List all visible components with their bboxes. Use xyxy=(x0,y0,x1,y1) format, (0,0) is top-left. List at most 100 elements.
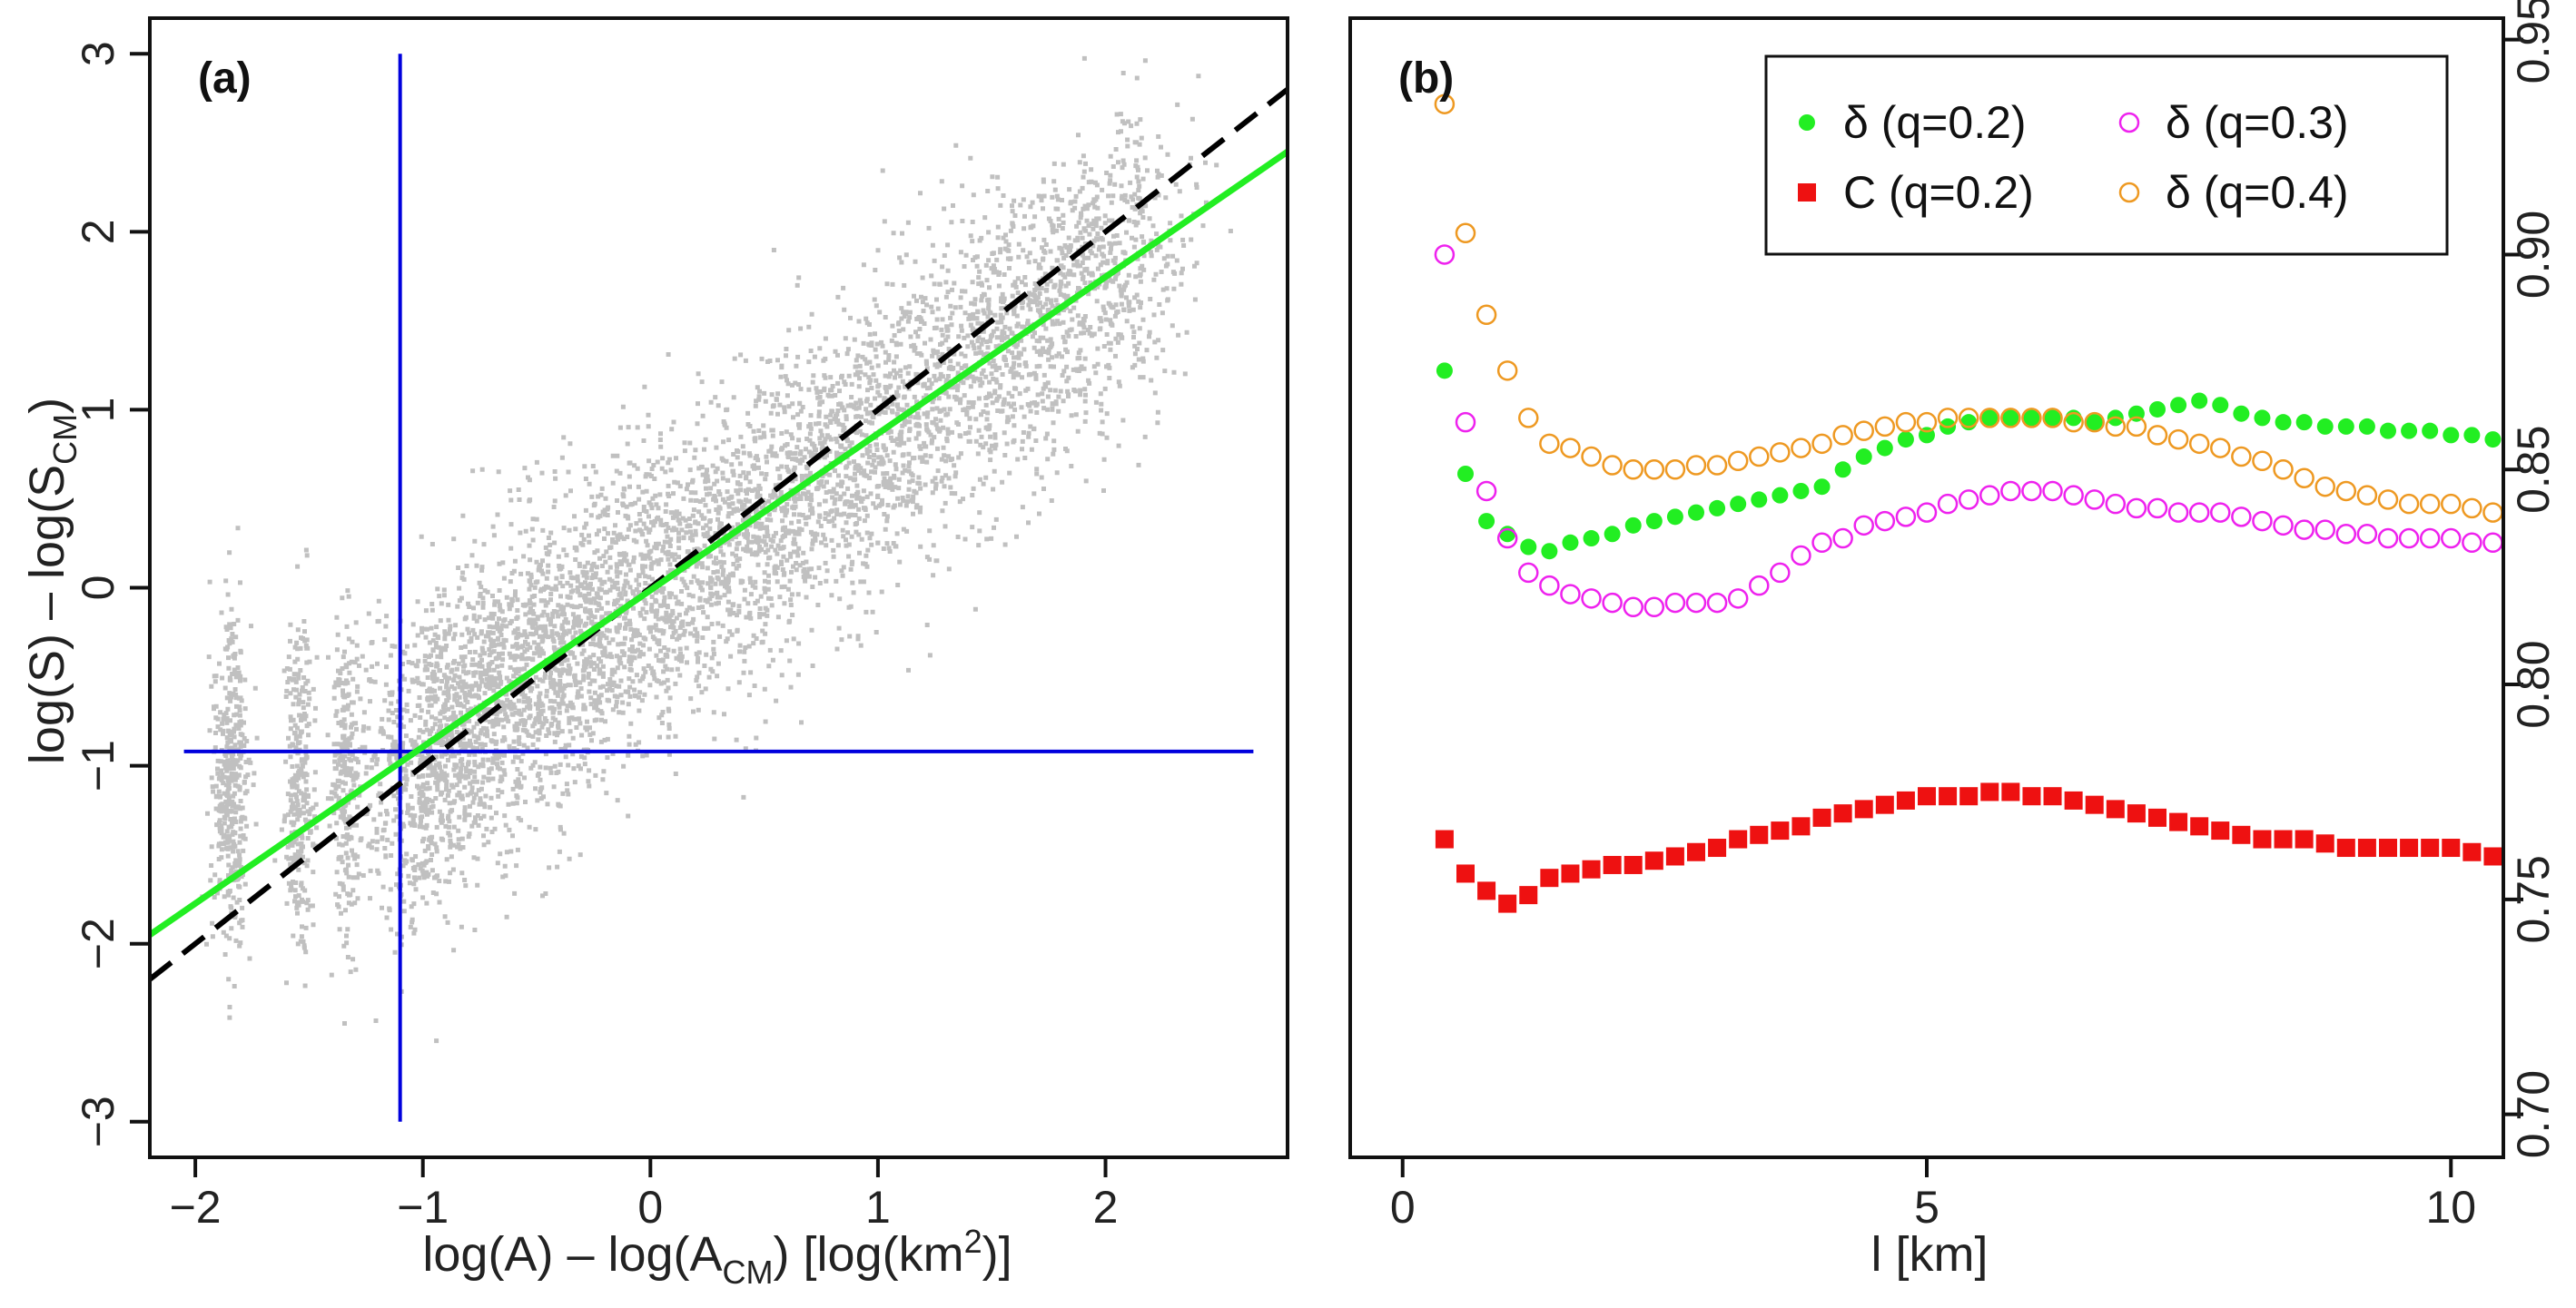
data-point xyxy=(2273,515,2294,536)
data-point xyxy=(1727,450,1749,472)
data-point xyxy=(1749,575,1770,596)
data-point xyxy=(1896,791,1915,810)
data-point xyxy=(2253,830,2272,849)
data-point xyxy=(2023,409,2040,427)
fit-lines-a xyxy=(148,54,1289,1122)
data-point xyxy=(1854,800,1873,819)
data-point xyxy=(1561,864,1580,883)
data-point xyxy=(1813,478,1831,496)
x-tick-label: −1 xyxy=(397,1182,449,1233)
data-point xyxy=(1434,93,1456,114)
data-point xyxy=(1937,408,1959,428)
data-point xyxy=(1980,782,1999,802)
data-point xyxy=(1981,409,1999,427)
data-point xyxy=(1562,534,1579,551)
data-point xyxy=(1727,588,1749,609)
data-point xyxy=(1456,864,1475,883)
data-point xyxy=(2191,392,2208,409)
panel-label-a: (a) xyxy=(198,54,252,103)
x-tick-label: 5 xyxy=(1914,1182,1939,1233)
series-3 xyxy=(1434,244,2503,618)
y-tick-label: −2 xyxy=(73,918,123,969)
panel-b: 0 5 10 0.70 0.75 0.80 0.85 0.90 0.95 (b) l [km]… xyxy=(1348,0,2559,1282)
data-point xyxy=(1853,515,1874,536)
legend-marker xyxy=(1798,183,1816,202)
data-point xyxy=(2377,489,2399,510)
data-point xyxy=(2419,493,2441,515)
data-point xyxy=(1540,869,1559,888)
data-point xyxy=(1541,543,1558,560)
data-point xyxy=(1979,408,2000,428)
data-point xyxy=(1708,839,1727,858)
data-point xyxy=(2398,493,2420,515)
data-point xyxy=(2443,427,2460,444)
data-point xyxy=(1478,513,1495,530)
data-point xyxy=(1979,485,2000,506)
data-point xyxy=(2084,411,2105,433)
data-point xyxy=(1496,360,1518,381)
data-point xyxy=(2483,847,2502,866)
data-point xyxy=(1520,538,1537,556)
data-point xyxy=(2274,830,2293,849)
plot-frame-a xyxy=(148,16,1289,1159)
y-tick-label: 0.85 xyxy=(2508,426,2559,514)
data-point xyxy=(2043,787,2062,806)
x-axis-label-b: l [km] xyxy=(1871,1227,1989,1282)
data-point xyxy=(2482,532,2503,554)
data-point xyxy=(1685,455,1707,476)
data-point xyxy=(2212,397,2229,414)
data-point xyxy=(1897,431,1914,448)
legend-marker xyxy=(1799,114,1815,131)
data-point xyxy=(1434,244,1456,265)
data-point xyxy=(2127,804,2146,823)
legend-label: δ (q=0.2) xyxy=(1843,97,2027,148)
data-point xyxy=(2462,532,2482,554)
data-point xyxy=(1937,493,1959,515)
data-point xyxy=(1645,513,1663,530)
data-point xyxy=(2231,506,2252,527)
data-point xyxy=(1560,584,1581,605)
data-point xyxy=(2002,409,2019,427)
data-point xyxy=(2294,519,2314,540)
legend-label: δ (q=0.3) xyxy=(2166,97,2349,148)
data-point xyxy=(1643,596,1665,618)
data-point xyxy=(1916,502,1938,523)
y-tick-label: −1 xyxy=(73,740,123,792)
data-point xyxy=(1791,545,1811,566)
data-point xyxy=(1665,847,1684,866)
y-axis-ticks-b: 0.70 0.75 0.80 0.85 0.90 0.95 xyxy=(2503,0,2559,1158)
data-point xyxy=(2294,467,2314,488)
data-point xyxy=(2463,427,2481,444)
y-tick-label: 3 xyxy=(73,41,123,66)
data-point xyxy=(2316,418,2334,435)
scatter-cloud xyxy=(200,55,1233,1044)
data-point xyxy=(2441,527,2462,549)
data-point xyxy=(2275,414,2292,431)
x-axis-label-a: log(A) – log(ACM) [log(km2)] xyxy=(422,1223,1012,1291)
x-axis-ticks-a: −2 −1 0 1 2 xyxy=(170,1157,1118,1233)
series-2 xyxy=(1435,782,2502,913)
data-point xyxy=(1791,438,1811,458)
legend-label: C (q=0.2) xyxy=(1843,167,2034,218)
data-point xyxy=(2001,782,2020,802)
data-point xyxy=(2167,502,2189,523)
data-point xyxy=(2233,405,2250,422)
data-point xyxy=(2190,817,2209,836)
data-point xyxy=(1811,433,1832,455)
data-point xyxy=(2314,519,2335,540)
data-point xyxy=(2105,416,2127,438)
data-point xyxy=(2356,485,2378,506)
data-point xyxy=(2086,414,2103,431)
data-point xyxy=(2126,497,2147,519)
data-point xyxy=(1792,482,1810,499)
data-point xyxy=(2169,812,2188,831)
data-point xyxy=(2147,497,2168,519)
data-point xyxy=(1664,459,1686,480)
data-point xyxy=(2356,524,2378,545)
data-point xyxy=(1476,304,1497,326)
data-point xyxy=(1583,530,1600,547)
data-point xyxy=(2170,397,2187,414)
data-point xyxy=(1455,411,1476,433)
data-point xyxy=(2063,411,2084,433)
data-point xyxy=(1749,446,1770,467)
